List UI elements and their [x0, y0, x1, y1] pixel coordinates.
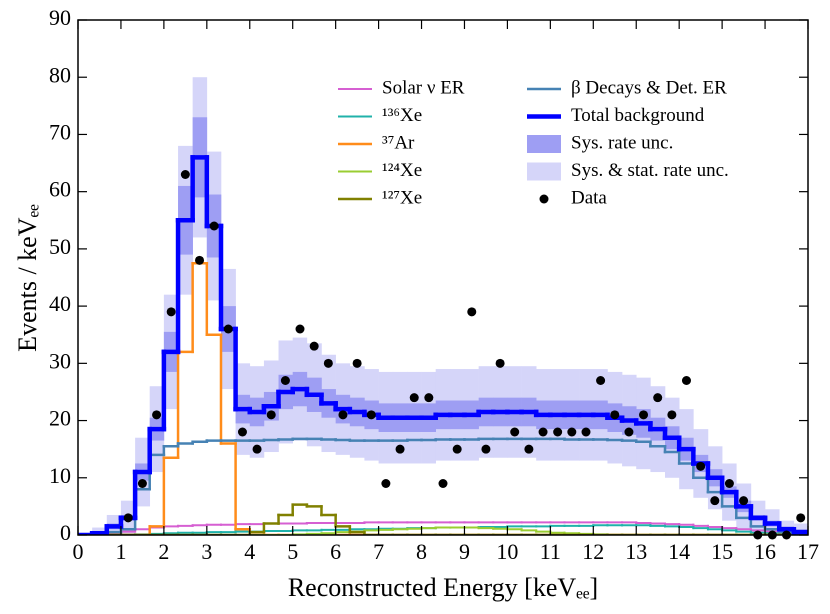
data-point	[237, 427, 247, 437]
data-point	[538, 427, 548, 437]
step-series	[78, 155, 808, 535]
data-point	[438, 479, 448, 488]
data-point	[710, 496, 720, 506]
legend-label: ¹²⁴Xe	[382, 160, 422, 181]
data-point	[252, 444, 262, 454]
x-tick-label: 4	[244, 539, 255, 564]
legend-label: Sys. & stat. rate unc.	[571, 160, 729, 181]
legend-label: ¹³⁶Xe	[382, 105, 422, 126]
legend-swatch	[527, 162, 561, 181]
plot-frame	[77, 19, 809, 536]
data-point	[352, 358, 362, 368]
data-point	[166, 307, 176, 317]
data-point	[639, 410, 649, 420]
data-point	[681, 376, 691, 385]
data-point	[653, 393, 663, 403]
data-point	[209, 221, 219, 231]
legend-label: ³⁷Ar	[382, 132, 415, 153]
data-point	[467, 307, 477, 317]
data-point	[510, 427, 520, 437]
step-series	[78, 503, 808, 535]
x-tick-label: 10	[496, 539, 518, 564]
data-point	[280, 376, 290, 385]
data-point	[338, 410, 348, 420]
data-point	[223, 324, 233, 334]
data-point	[409, 393, 419, 403]
x-tick-label: 7	[373, 539, 384, 564]
y-tick-label: 70	[49, 119, 71, 144]
data-point	[610, 410, 620, 420]
y-tick-label: 10	[49, 463, 71, 488]
data-point	[180, 170, 190, 179]
data-point	[366, 410, 376, 420]
x-tick-label: 1	[115, 539, 126, 564]
legend-label: Total background	[571, 105, 705, 126]
plot-area	[78, 77, 808, 535]
y-tick-label: 60	[49, 177, 71, 202]
data-point	[739, 496, 749, 506]
legend-label: Solar ν ER	[382, 77, 465, 98]
data-point	[724, 479, 734, 488]
x-tick-label: 2	[158, 539, 169, 564]
x-tick-label: 11	[540, 539, 561, 564]
data-point	[567, 427, 577, 437]
data-point	[195, 255, 205, 265]
data-point	[266, 410, 276, 420]
legend-label: Sys. rate unc.	[571, 132, 673, 153]
x-tick-label: 12	[582, 539, 604, 564]
data-point	[381, 479, 391, 488]
data-point	[152, 410, 162, 420]
y-tick-label: 90	[49, 5, 71, 30]
legend-swatch	[527, 135, 561, 153]
data-point	[796, 513, 806, 523]
data-point	[481, 444, 491, 454]
data-point	[123, 513, 133, 523]
data-point	[524, 444, 534, 454]
legend-label: β Decays & Det. ER	[571, 77, 727, 98]
data-point	[667, 410, 677, 420]
data-point	[323, 358, 333, 368]
data-point	[495, 358, 505, 368]
data-point	[696, 461, 706, 471]
legend: Solar ν ER ¹³⁶Xe ³⁷Ar ¹²⁴Xe ¹²⁷Xe β Decays & …	[338, 77, 729, 208]
y-tick-label: 50	[49, 234, 71, 259]
y-tick-label: 30	[49, 348, 71, 373]
x-tick-label: 0	[73, 539, 84, 564]
y-tick-label: 0	[60, 520, 71, 545]
data-point	[452, 444, 462, 454]
x-tick-label: 6	[330, 539, 341, 564]
x-tick-label: 9	[459, 539, 470, 564]
x-tick-label: 16	[754, 539, 776, 564]
x-tick-label: 17	[797, 539, 819, 564]
x-tick-label: 13	[625, 539, 647, 564]
y-axis-label: Events / keVₑₑ	[13, 204, 42, 352]
data-point	[295, 324, 305, 334]
x-axis-label: Reconstructed Energy [keVₑₑ]	[288, 573, 598, 602]
data-point	[395, 444, 405, 454]
data-point	[424, 393, 434, 403]
y-tick-label: 20	[49, 406, 71, 431]
y-tick-label: 40	[49, 291, 71, 316]
step-series	[78, 261, 808, 535]
legend-label: ¹²⁷Xe	[382, 187, 422, 208]
legend-label: Data	[571, 187, 607, 208]
data-point	[309, 341, 319, 351]
x-tick-label: 8	[416, 539, 427, 564]
data-point	[137, 479, 147, 488]
x-tick-label: 14	[668, 539, 690, 564]
data-point	[581, 427, 591, 437]
legend-swatch	[539, 194, 549, 204]
x-tick-label: 15	[711, 539, 733, 564]
x-tick-label: 5	[287, 539, 298, 564]
data-point	[596, 376, 606, 385]
data-point	[553, 427, 563, 437]
y-tick-label: 80	[49, 62, 71, 87]
data-point	[624, 427, 634, 437]
x-tick-label: 3	[201, 539, 212, 564]
